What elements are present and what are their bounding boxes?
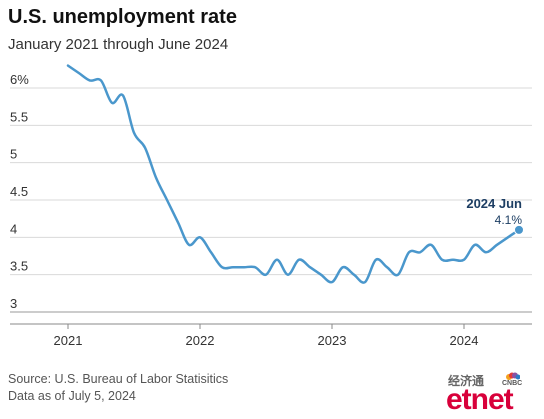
last-value-marker <box>514 224 524 235</box>
x-tick-label: 2023 <box>318 333 347 348</box>
y-tick-label: 3 <box>10 296 17 311</box>
watermark-brand: etnet <box>446 383 514 416</box>
y-tick-label: 5 <box>10 147 17 162</box>
x-tick-label: 2024 <box>450 333 479 348</box>
y-tick-label: 5.5 <box>10 109 28 124</box>
x-tick-label: 2021 <box>54 333 83 348</box>
y-tick-label: 3.5 <box>10 259 28 274</box>
annotation-value-label: 4.1% <box>495 213 523 227</box>
x-tick-labels: 2021 2022 2023 2024 <box>54 324 479 348</box>
annotation-date-label: 2024 Jun <box>466 196 522 211</box>
unemployment-rate-line <box>66 64 521 284</box>
annotation-layer: 2024 Jun 4.1% <box>466 196 524 235</box>
y-tick-labels: 3 3.5 4 4.5 5 5.5 6% <box>10 72 29 311</box>
chart-title: U.S. unemployment rate <box>8 6 237 28</box>
gridlines <box>10 87 532 325</box>
data-date-note: Data as of July 5, 2024 <box>8 389 136 403</box>
chart-subtitle: January 2021 through June 2024 <box>8 36 229 53</box>
watermark-cn-text: 经济通 <box>448 374 485 388</box>
source-note: Source: U.S. Bureau of Labor Statisitics <box>8 372 229 386</box>
watermark-partner: CNBC <box>502 380 523 387</box>
y-tick-label: 4.5 <box>10 184 28 199</box>
series-layer <box>66 64 521 284</box>
peacock-icon <box>506 372 520 380</box>
etnet-cnbc-logo: 经济通 CNBC etnet <box>446 372 538 417</box>
x-tick-label: 2022 <box>186 333 215 348</box>
y-tick-label: 4 <box>10 221 17 236</box>
y-tick-label: 6% <box>10 72 29 87</box>
